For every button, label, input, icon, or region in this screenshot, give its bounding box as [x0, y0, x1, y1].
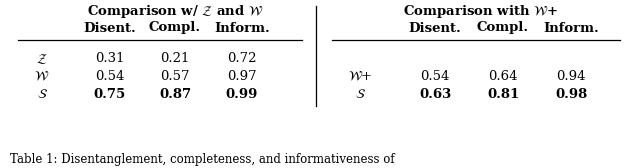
Text: Compl.: Compl. — [477, 22, 529, 34]
Text: 0.54: 0.54 — [95, 71, 124, 83]
Text: Table 1: Disentanglement, completeness, and informativeness of: Table 1: Disentanglement, completeness, … — [10, 154, 395, 166]
Text: 0.99: 0.99 — [226, 89, 258, 101]
Text: $\mathcal{Z}$: $\mathcal{Z}$ — [36, 52, 48, 66]
Text: $\mathcal{S}$: $\mathcal{S}$ — [355, 89, 366, 101]
Text: 0.63: 0.63 — [419, 89, 451, 101]
Text: $\mathcal{W}$+: $\mathcal{W}$+ — [348, 71, 372, 83]
Text: 0.94: 0.94 — [556, 71, 586, 83]
Text: 0.87: 0.87 — [159, 89, 191, 101]
Text: Comparison w/ $\mathcal{Z}$ and $\mathcal{W}$: Comparison w/ $\mathcal{Z}$ and $\mathca… — [87, 3, 263, 19]
Text: Disent.: Disent. — [408, 22, 461, 34]
Text: 0.54: 0.54 — [420, 71, 450, 83]
Text: $\mathcal{W}$: $\mathcal{W}$ — [34, 71, 50, 83]
Text: 0.57: 0.57 — [160, 71, 189, 83]
Text: Compl.: Compl. — [149, 22, 201, 34]
Text: 0.31: 0.31 — [95, 52, 125, 66]
Text: 0.97: 0.97 — [227, 71, 257, 83]
Text: Comparison with $\mathcal{W}$+: Comparison with $\mathcal{W}$+ — [403, 3, 558, 19]
Text: 0.72: 0.72 — [227, 52, 256, 66]
Text: $\mathcal{S}$: $\mathcal{S}$ — [36, 89, 47, 101]
Text: Inform.: Inform. — [214, 22, 270, 34]
Text: 0.75: 0.75 — [94, 89, 126, 101]
Text: Disent.: Disent. — [84, 22, 137, 34]
Text: 0.21: 0.21 — [160, 52, 189, 66]
Text: 0.98: 0.98 — [555, 89, 587, 101]
Text: 0.81: 0.81 — [487, 89, 519, 101]
Text: 0.64: 0.64 — [488, 71, 518, 83]
Text: Inform.: Inform. — [543, 22, 599, 34]
